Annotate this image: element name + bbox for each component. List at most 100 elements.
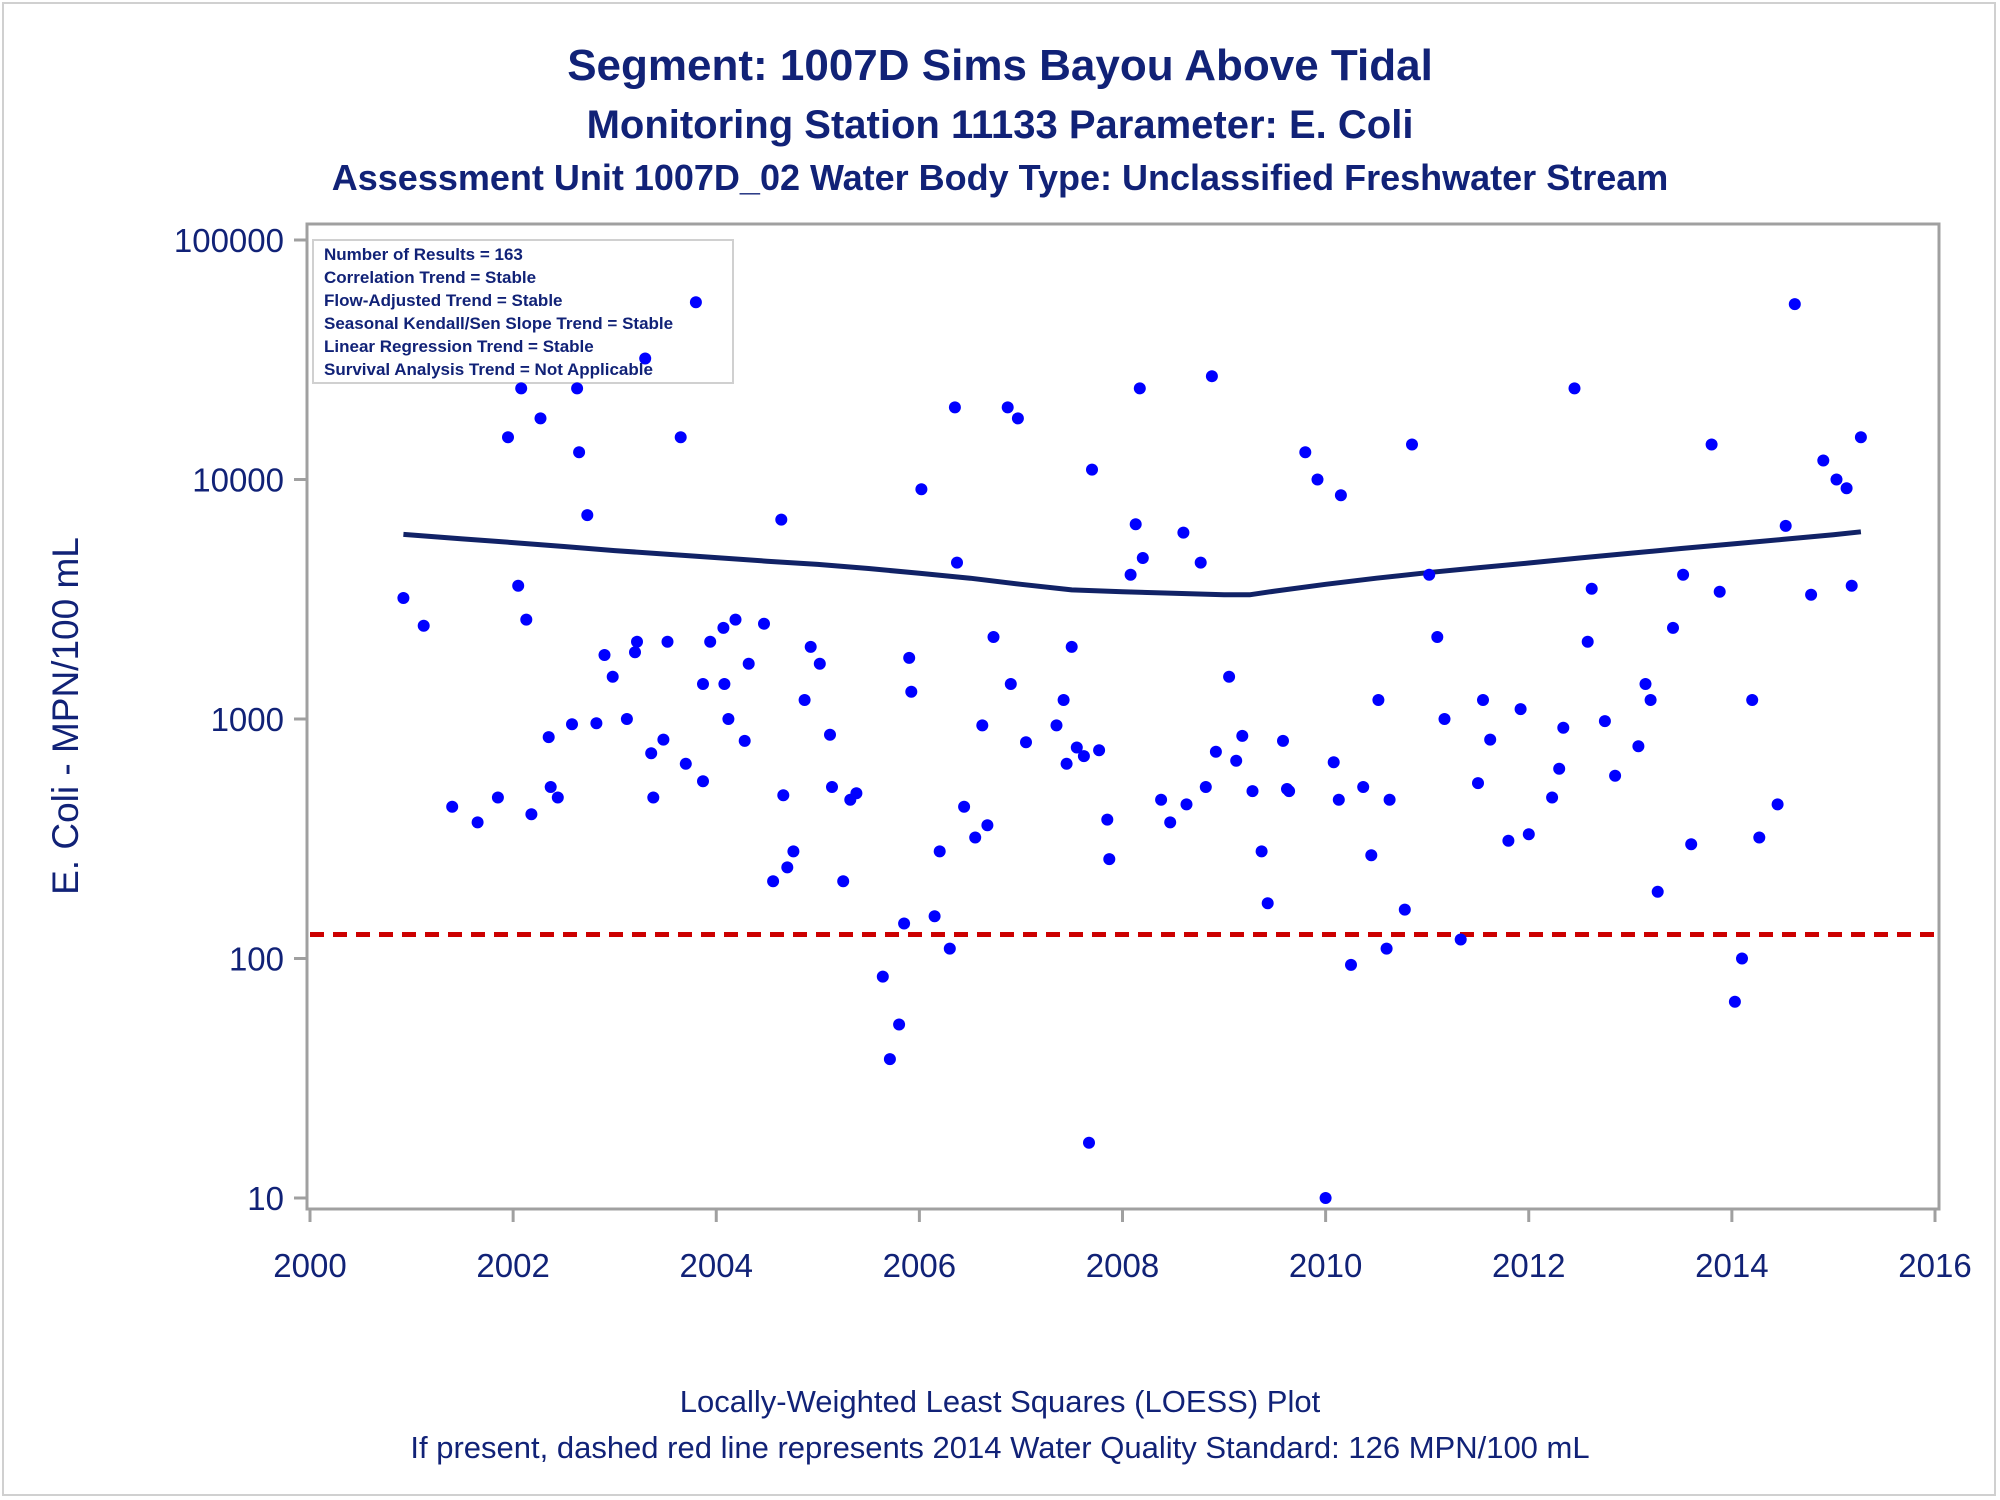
data-point — [1065, 640, 1078, 653]
data-point — [1677, 568, 1690, 581]
data-point — [781, 861, 794, 874]
data-point — [1277, 734, 1289, 747]
data-point — [1383, 793, 1396, 806]
x-tick-label: 2000 — [273, 1247, 346, 1284]
data-point — [1454, 933, 1467, 946]
data-point — [1209, 745, 1222, 758]
data-point — [824, 728, 836, 741]
data-point — [1255, 845, 1268, 858]
data-point — [679, 757, 692, 770]
data-point — [1854, 431, 1867, 444]
data-point — [826, 781, 838, 793]
data-point — [502, 431, 514, 444]
data-point — [606, 670, 619, 683]
data-point — [542, 731, 555, 744]
data-point — [1431, 631, 1444, 643]
axes: 2000 2002 2004 2006 2008 2010 2012 2014 2016 10 10… — [174, 222, 1972, 1284]
data-point — [1685, 838, 1698, 851]
data-point — [1077, 750, 1090, 763]
data-point — [718, 678, 731, 690]
data-point — [1546, 791, 1559, 804]
data-point — [722, 713, 735, 725]
data-point — [491, 791, 504, 804]
data-point — [1771, 798, 1784, 811]
data-point — [1155, 793, 1168, 806]
data-point — [1514, 703, 1527, 716]
chart-title: Segment: 1007D Sims Bayou Above Tidal — [567, 41, 1433, 90]
data-point — [1423, 568, 1436, 581]
data-point — [948, 401, 961, 414]
data-point — [1817, 454, 1830, 467]
data-point — [717, 621, 730, 634]
stats-box-border — [312, 239, 734, 384]
data-point — [1011, 412, 1024, 425]
data-point — [987, 631, 1000, 643]
data-point — [883, 1053, 896, 1066]
data-point — [645, 747, 658, 760]
data-point — [951, 556, 963, 569]
data-point — [397, 592, 410, 604]
data-point — [590, 717, 603, 730]
data-point — [1004, 678, 1017, 690]
data-point — [850, 787, 863, 800]
data-point — [1713, 585, 1726, 598]
data-point — [1365, 849, 1378, 862]
data-point — [1805, 588, 1818, 601]
data-point — [758, 617, 770, 630]
data-point — [515, 382, 528, 395]
data-point — [1124, 568, 1137, 581]
data-point — [893, 1018, 906, 1031]
data-point — [1522, 828, 1535, 841]
data-point — [1334, 489, 1347, 502]
stat-correlation-trend: Correlation Trend = Stable — [324, 268, 536, 287]
data-point — [1177, 526, 1190, 539]
data-point — [738, 734, 751, 747]
data-point — [657, 733, 670, 746]
data-point — [787, 845, 800, 858]
data-point — [1093, 744, 1106, 757]
data-point — [1103, 853, 1116, 866]
data-point — [1553, 762, 1566, 775]
x-tick-label: 2006 — [883, 1247, 956, 1284]
data-point — [471, 816, 484, 829]
data-point — [1728, 995, 1741, 1008]
data-point — [813, 657, 826, 670]
data-point — [1236, 729, 1249, 742]
data-point — [1788, 298, 1801, 311]
data-point — [1632, 740, 1645, 753]
data-point — [1357, 781, 1370, 793]
data-point — [1057, 694, 1070, 706]
data-point — [566, 718, 578, 731]
data-point — [1261, 897, 1274, 910]
data-point — [1180, 798, 1193, 811]
data-point — [1472, 777, 1484, 790]
data-point — [1194, 556, 1207, 569]
stat-survival-analysis-trend: Survival Analysis Trend = Not Applicable — [324, 360, 653, 379]
data-point — [928, 910, 941, 923]
data-point — [1205, 370, 1218, 383]
y-tick-label: 100000 — [174, 222, 284, 259]
data-point — [898, 917, 911, 930]
data-point — [903, 651, 916, 664]
data-point — [1705, 438, 1718, 451]
data-point — [1568, 382, 1581, 395]
footnote-loess: Locally-Weighted Least Squares (LOESS) P… — [680, 1384, 1321, 1419]
data-point — [1129, 518, 1142, 531]
data-point — [1477, 694, 1489, 706]
data-point — [981, 819, 994, 832]
stats-legend-box: Number of Results = 163 Correlation Tren… — [312, 239, 734, 384]
y-axis-label: E. Coli - MPN/100 mL — [45, 537, 86, 895]
chart-subtitle-2: Assessment Unit 1007D_02 Water Body Type… — [332, 157, 1669, 198]
data-point — [1246, 785, 1259, 798]
loess-group — [403, 529, 1862, 598]
data-point — [1609, 769, 1622, 782]
data-point — [1398, 903, 1411, 916]
data-point — [1060, 757, 1073, 770]
data-point — [1502, 834, 1515, 847]
data-point — [1136, 552, 1149, 564]
loess-curve — [403, 529, 1862, 598]
data-point — [417, 619, 430, 632]
data-point — [1319, 1192, 1332, 1204]
x-tick-label: 2010 — [1289, 1247, 1362, 1284]
